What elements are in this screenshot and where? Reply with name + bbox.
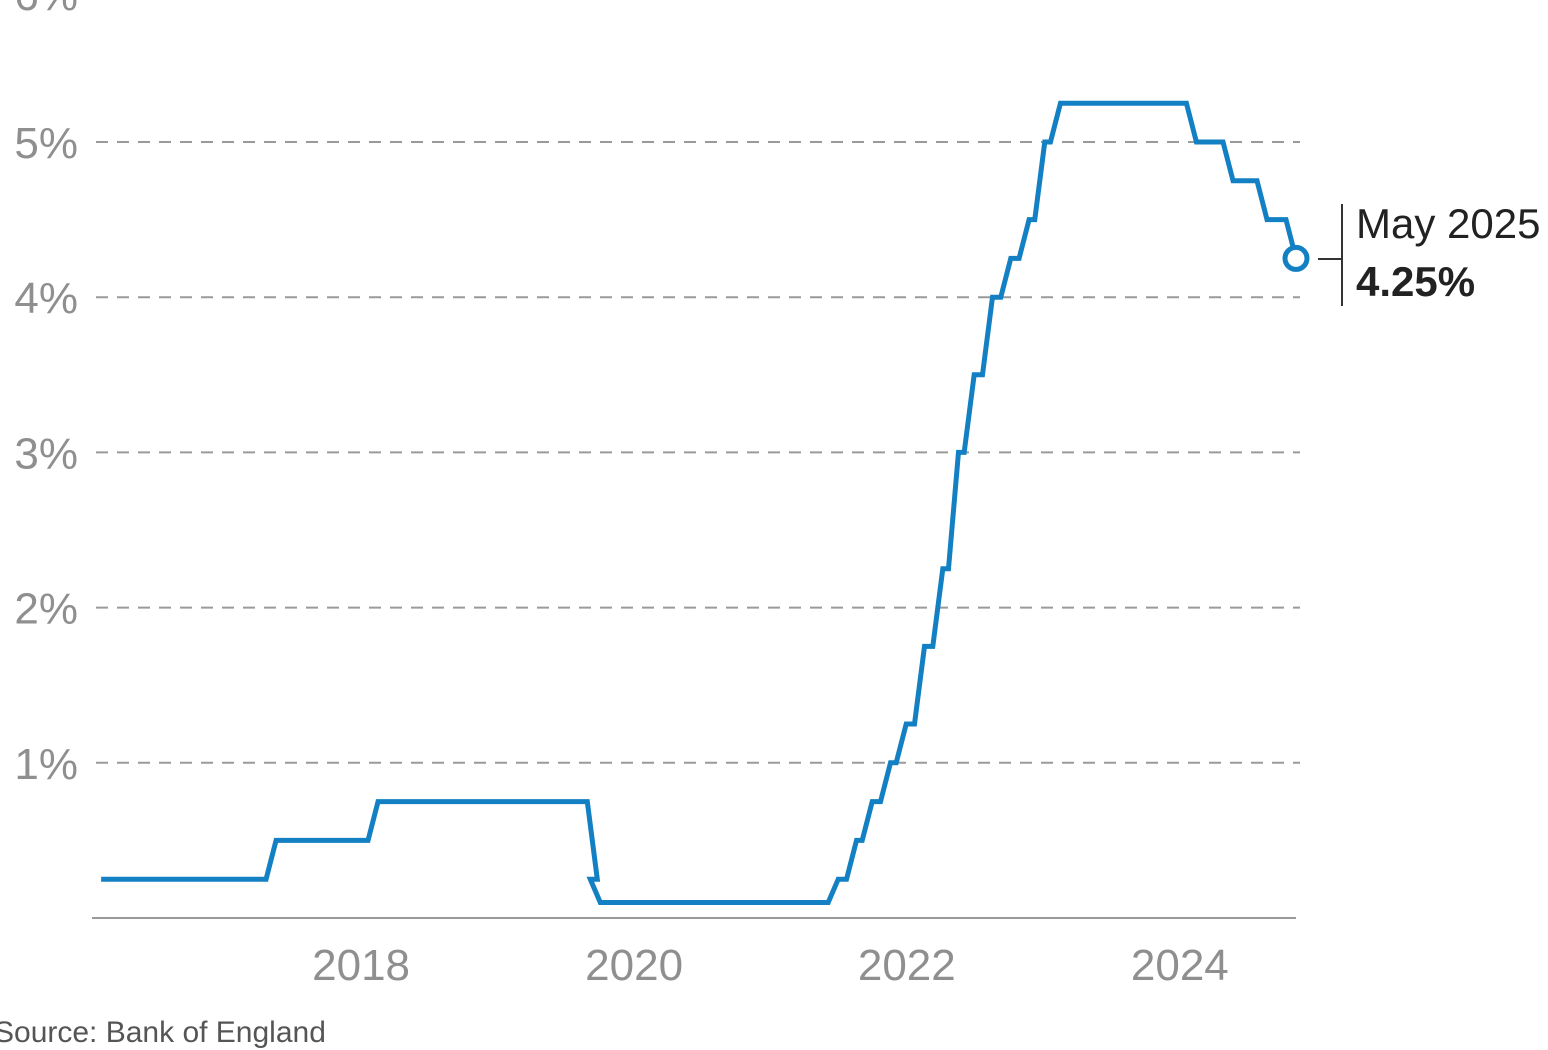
gridlines <box>96 141 1300 764</box>
x-tick-label: 2024 <box>1131 941 1229 990</box>
y-tick-label: 1% <box>14 740 78 789</box>
annotation-value: 4.25% <box>1356 258 1475 305</box>
annotation-date: May 2025 <box>1356 200 1540 247</box>
y-tick-label: 2% <box>14 585 78 634</box>
source-note: Source: Bank of England <box>0 1016 326 1049</box>
latest-point-marker <box>1282 244 1310 272</box>
y-tick-label: 3% <box>14 429 78 478</box>
x-tick-label: 2018 <box>312 941 410 990</box>
x-tick-label: 2022 <box>858 941 956 990</box>
y-axis-ticks: 1% 2% 3% 4% 5% <box>14 119 78 789</box>
series-line <box>101 100 1299 905</box>
x-axis-ticks: 2018 2020 2022 2024 <box>312 941 1229 990</box>
y-tick-label: 6% <box>14 0 78 20</box>
y-tick-label: 4% <box>14 274 78 323</box>
x-tick-label: 2020 <box>585 941 683 990</box>
y-tick-label: 5% <box>14 119 78 168</box>
